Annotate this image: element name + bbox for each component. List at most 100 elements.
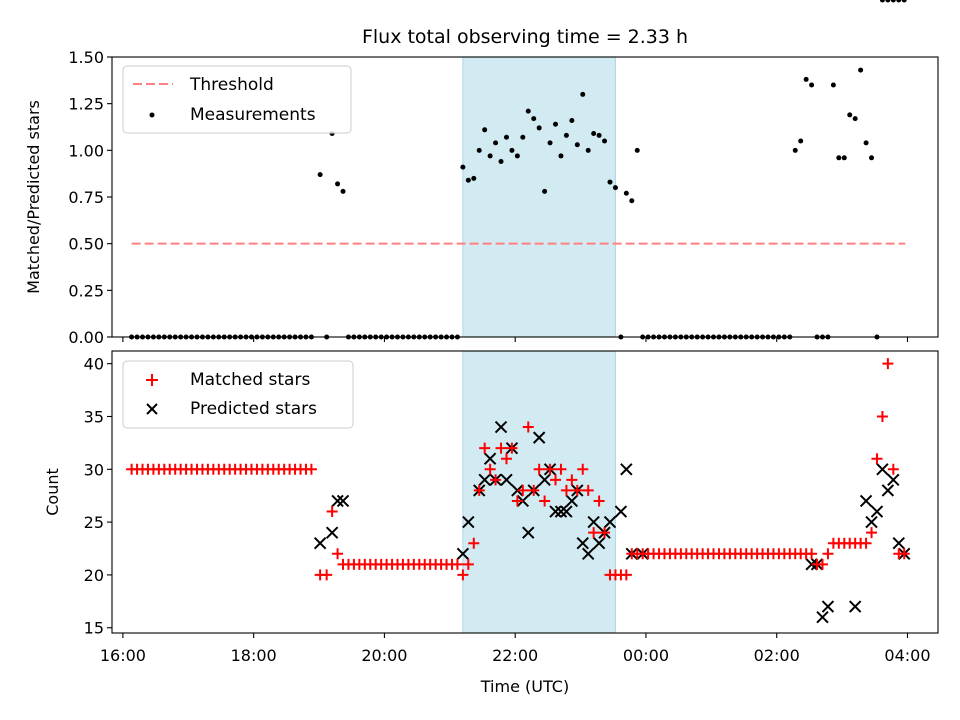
matched-star-marker — [305, 463, 317, 475]
legend-threshold-label: Threshold — [189, 75, 274, 95]
matched-star-marker — [577, 463, 589, 475]
predicted-star-marker — [620, 463, 633, 476]
measurement-point — [580, 91, 586, 97]
measurement-point — [514, 153, 520, 159]
x-tick-label: 02:00 — [754, 646, 800, 665]
measurement-point — [841, 155, 847, 161]
predicted-star-marker — [887, 473, 900, 487]
matched-star-marker — [887, 463, 899, 475]
matched-star-marker — [479, 442, 491, 454]
matched-star-marker — [468, 537, 480, 549]
bottom-y-tick-label: 15 — [84, 619, 104, 638]
matched-star-marker — [898, 548, 910, 560]
measurement-point — [585, 147, 591, 153]
matched-star-marker — [588, 527, 600, 539]
predicted-star-marker — [532, 431, 546, 444]
measurement-point — [487, 153, 493, 159]
bottom-y-tick-label: 20 — [84, 566, 104, 585]
predicted-star-marker — [462, 515, 475, 529]
matched-star-marker — [332, 548, 344, 560]
predicted-star-marker — [576, 537, 589, 550]
predicted-star-marker — [821, 600, 835, 613]
matched-star-marker — [457, 569, 469, 581]
matched-star-marker — [566, 474, 578, 486]
matched-star-marker — [528, 484, 540, 496]
matched-star-marker — [451, 558, 463, 570]
matched-star-marker — [876, 410, 888, 422]
top-y-tick-label: 0.00 — [68, 328, 104, 347]
top-legend-box — [122, 65, 352, 134]
legend-measurements-label: Measurements — [190, 105, 316, 125]
bottom-y-axis-label: Count — [43, 468, 62, 516]
matched-star-marker — [473, 484, 485, 496]
top-y-ticks: 0.00 0.25 0.50 0.75 1.00 1.25 1.50 — [68, 48, 112, 347]
measurement-point — [536, 125, 542, 131]
matched-star-marker — [326, 506, 338, 518]
matched-star-marker — [522, 421, 534, 433]
measurement-point — [803, 76, 809, 82]
predicted-star-marker — [848, 600, 862, 613]
matched-star-marker — [571, 484, 583, 496]
predicted-star-marker — [592, 537, 606, 550]
measurement-point — [602, 138, 608, 144]
matched-star-marker — [544, 463, 556, 475]
legend-matched-label: Matched stars — [190, 370, 310, 390]
predicted-star-marker — [816, 610, 829, 624]
predicted-star-marker — [456, 547, 470, 560]
matched-star-marker — [484, 463, 496, 475]
matched-star-marker — [511, 495, 523, 507]
measurement-point — [493, 140, 499, 146]
measurement-point — [591, 131, 597, 137]
measurement-point — [809, 82, 815, 88]
measurement-point — [612, 185, 618, 191]
x-tick-label: 20:00 — [361, 646, 407, 665]
predicted-star-marker — [565, 494, 579, 508]
matched-star-marker — [806, 548, 818, 560]
measurement-point — [836, 155, 842, 161]
predicted-star-marker — [859, 494, 873, 508]
measurement-point — [896, 0, 902, 3]
x-axis-label: Time (UTC) — [480, 677, 569, 696]
chart-title: Flux total observing time = 2.33 h — [362, 26, 688, 48]
measurement-point — [340, 188, 346, 194]
bottom-legend-box — [122, 360, 354, 429]
predicted-star-marker — [483, 452, 497, 465]
matched-star-marker — [593, 495, 605, 507]
measurement-points — [129, 0, 907, 340]
predicted-star-marker — [876, 463, 889, 476]
measurement-point — [547, 140, 553, 146]
measurement-point — [629, 198, 635, 204]
top-y-tick-label: 1.50 — [68, 48, 104, 67]
matched-star-marker — [500, 453, 512, 465]
measurement-point — [569, 117, 575, 123]
predicted-star-marker — [325, 526, 339, 539]
measurement-point — [623, 190, 629, 196]
measurement-point — [634, 147, 640, 153]
measurement-point — [525, 108, 531, 114]
top-legend: Threshold Measurements — [122, 65, 352, 134]
predicted-star-marker — [603, 515, 617, 529]
measurement-point — [901, 0, 907, 3]
measurement-point — [574, 142, 580, 148]
matched-star-marker — [882, 358, 894, 370]
measurement-point — [471, 175, 477, 181]
predicted-star-marker — [538, 473, 551, 487]
legend-measurements-swatch — [149, 112, 155, 118]
measurement-point — [558, 153, 564, 159]
legend-predicted-label: Predicted stars — [190, 399, 317, 419]
matched-star-marker — [517, 484, 529, 496]
predicted-star-marker — [494, 420, 508, 434]
bottom-y-tick-label: 35 — [84, 407, 104, 426]
x-tick-label: 16:00 — [100, 646, 146, 665]
measurement-point — [460, 164, 466, 170]
matched-star-marker — [539, 495, 551, 507]
matched-star-marker — [620, 569, 632, 581]
predicted-star-marker — [865, 515, 878, 529]
measurement-point — [465, 177, 471, 183]
legend-matched-swatch — [146, 374, 158, 386]
matched-star-marker — [506, 442, 518, 454]
measurement-point — [869, 155, 875, 161]
predicted-star-marker — [500, 473, 513, 487]
measurement-point — [863, 140, 869, 146]
predicted-star-marker — [331, 494, 344, 508]
